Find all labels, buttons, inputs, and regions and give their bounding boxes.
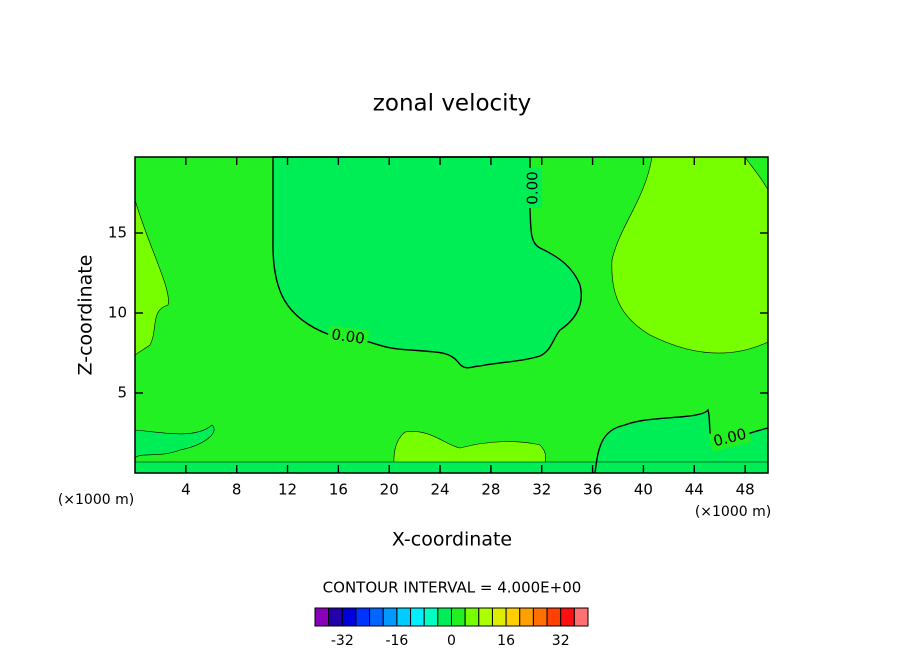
x-tick-label: 48: [736, 481, 755, 499]
colorbar-box: [341, 607, 357, 627]
x-tick-label: 8: [232, 481, 242, 499]
colorbar-tick-label: 0: [447, 633, 456, 649]
colorbar-box: [451, 607, 466, 627]
colorbar-box: [519, 607, 534, 627]
x-tick-label: 4: [181, 481, 191, 499]
colorbar-tick-label: -32: [331, 633, 354, 649]
x-tick-label: 20: [380, 481, 399, 499]
colorbar-box: [328, 607, 343, 627]
colorbar-box: [410, 607, 425, 627]
x-tick-label: 44: [685, 481, 704, 499]
x-tick-label: 36: [583, 481, 602, 499]
colorbar-box: [573, 607, 589, 627]
colorbar-box: [355, 607, 371, 627]
colorbar-tick-label: 32: [552, 633, 570, 649]
colorbar-box: [491, 607, 507, 627]
colorbar-box: [560, 607, 575, 627]
colorbar-box: [505, 607, 521, 627]
chart-title: zonal velocity: [373, 91, 531, 117]
contour-label-bg: [708, 424, 752, 452]
colorbar-box: [546, 607, 562, 627]
colorbar-box: [369, 607, 384, 627]
field-region: [134, 461, 769, 474]
y-axis-label: Z-coordinate: [75, 255, 97, 376]
contour-interval: CONTOUR INTERVAL = 4.000E+00: [323, 579, 582, 597]
y-tick-label: 15: [108, 224, 127, 242]
x-unit: (×1000 m): [695, 504, 771, 520]
x-tick-label: 24: [431, 481, 450, 499]
y-tick-label: 5: [117, 384, 127, 402]
x-tick-label: 16: [329, 481, 348, 499]
colorbar-box: [532, 607, 548, 627]
colorbar-box: [464, 607, 480, 627]
field-region: [134, 199, 169, 356]
colorbar-tick-label: 16: [497, 633, 515, 649]
colorbar-box: [314, 607, 330, 627]
x-tick-label: 28: [481, 481, 500, 499]
colorbar-box: [382, 607, 398, 627]
x-axis-label: X-coordinate: [392, 529, 512, 551]
x-tick-label: 32: [532, 481, 551, 499]
colorbar-box: [437, 607, 453, 627]
contour-label: 0.00: [330, 325, 366, 347]
plot-frame: [134, 156, 769, 474]
contour-label-bg: [326, 325, 370, 349]
x-tick-label: 40: [634, 481, 653, 499]
contour-label-bg: [524, 168, 542, 208]
colorbar-tick-label: -16: [385, 633, 408, 649]
field-region: [611, 156, 769, 354]
x-tick-label: 12: [278, 481, 297, 499]
colorbar-box: [478, 607, 493, 627]
colorbar-box: [423, 607, 439, 627]
y-unit: (×1000 m): [58, 492, 134, 508]
contour-label: 0.00: [524, 171, 542, 204]
field-region: [134, 424, 215, 459]
colorbar-box: [396, 607, 412, 627]
y-tick-label: 10: [108, 304, 127, 322]
